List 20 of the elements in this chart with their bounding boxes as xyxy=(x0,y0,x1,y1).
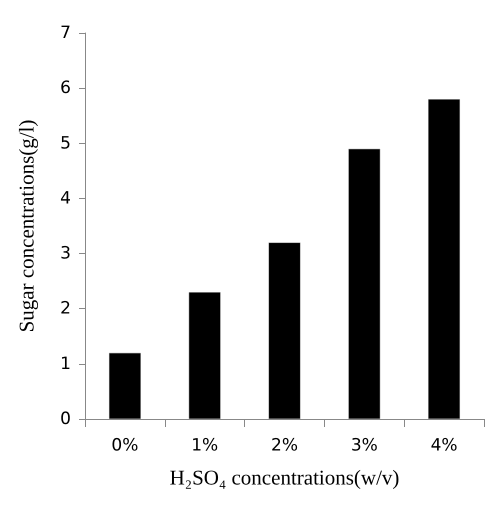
y-tick-label: 6 xyxy=(60,78,71,98)
x-tick-label: 4% xyxy=(430,436,458,456)
y-tick-label: 2 xyxy=(60,298,71,319)
bar xyxy=(108,352,141,419)
bar xyxy=(188,292,221,419)
x-axis-title: H₂SO₄ concentrations(w/v) xyxy=(170,466,400,490)
y-tick-label: 0 xyxy=(60,409,71,429)
x-tick-label: 0% xyxy=(111,436,138,456)
y-tick-label: 4 xyxy=(60,188,71,208)
bar xyxy=(428,99,460,419)
x-tick-label: 1% xyxy=(191,436,218,456)
bar xyxy=(268,242,300,419)
x-tick-label: 2% xyxy=(271,436,298,456)
y-tick-label: 1 xyxy=(60,354,71,374)
bar xyxy=(348,148,380,419)
y-tick-label: 7 xyxy=(60,23,71,43)
x-tick-label: 3% xyxy=(350,436,378,456)
y-axis-title: Sugar concentrations(g/l) xyxy=(14,120,38,332)
y-tick-label: 5 xyxy=(60,133,71,154)
y-tick-label: 3 xyxy=(60,244,71,264)
